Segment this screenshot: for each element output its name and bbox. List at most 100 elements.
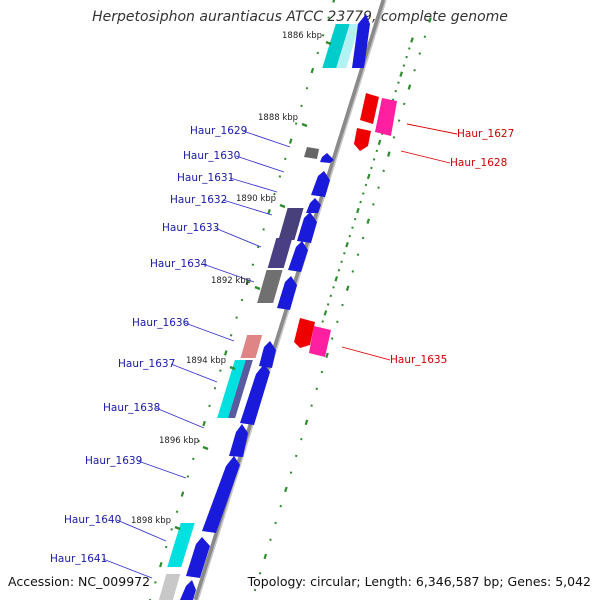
tick-mark <box>356 253 360 256</box>
callout-line <box>235 155 285 173</box>
gene-arrow-1629[interactable] <box>304 147 319 159</box>
kbp-label: 1894 kbp <box>186 356 226 366</box>
tick-mark <box>263 553 268 560</box>
kbp-label: 1888 kbp <box>258 113 298 123</box>
gene-block-1634[interactable] <box>267 238 293 268</box>
gene-block-1640[interactable] <box>167 523 195 567</box>
gene-arrow-1639[interactable] <box>229 424 248 457</box>
gene-arrow-1638[interactable] <box>240 364 270 425</box>
tick-mark <box>310 404 313 407</box>
kbp-tick <box>202 445 209 451</box>
gene-label-right[interactable]: Haur_1635 <box>390 354 447 366</box>
gene-label-left[interactable]: Haur_1633 <box>162 222 219 234</box>
tick-mark <box>240 298 244 302</box>
tick-mark <box>208 404 211 408</box>
callout-line <box>184 322 235 342</box>
gene-label-left[interactable]: Haur_1639 <box>85 455 142 467</box>
callout-line <box>202 263 255 283</box>
tick-mark <box>159 561 163 568</box>
tick-mark <box>202 420 206 427</box>
tick-mark <box>320 370 324 374</box>
tick-mark <box>245 279 250 286</box>
gene-features[interactable] <box>157 14 370 600</box>
tick-mark <box>197 439 200 443</box>
tick-mark <box>345 241 349 248</box>
gene-label-left[interactable]: Haur_1640 <box>64 514 121 526</box>
gene-block-grey[interactable] <box>257 270 283 303</box>
gene-label-right[interactable]: Haur_1627 <box>457 128 514 140</box>
kbp-tick <box>174 525 181 531</box>
tick-mark <box>273 192 276 196</box>
gene-features-right[interactable] <box>294 93 397 357</box>
tick-mark <box>288 138 293 144</box>
gene-label-left[interactable]: Haur_1632 <box>170 194 227 206</box>
tick-mark <box>326 303 330 306</box>
tick-mark <box>229 334 233 337</box>
gene-arrow-1637[interactable] <box>259 341 276 368</box>
tick-mark <box>310 67 315 74</box>
gene-arrow-1636a[interactable] <box>277 276 297 310</box>
gene-arrow-1628[interactable] <box>354 128 371 151</box>
callout-line <box>102 558 153 579</box>
tick-mark <box>279 504 282 508</box>
tick-mark <box>267 209 271 215</box>
callout-line <box>155 407 205 429</box>
tick-mark <box>164 545 168 549</box>
tick-mark <box>334 276 339 282</box>
kbp-label: 1890 kbp <box>236 194 276 204</box>
gene-block-1636[interactable] <box>240 335 263 358</box>
gene-label-left[interactable]: Haur_1630 <box>183 150 240 162</box>
tick-mark <box>351 226 354 229</box>
gene-arrow-1634[interactable] <box>288 241 308 272</box>
gene-labels-right[interactable]: Haur_1627 Haur_1628 Haur_1635 <box>390 128 514 366</box>
tick-mark <box>175 510 179 514</box>
tick-mark <box>370 166 373 170</box>
gene-labels-left[interactable]: Haur_1629 Haur_1630 Haur_1631 Haur_1632 Haur… <box>50 125 247 565</box>
tick-track-right <box>253 17 432 592</box>
tick-mark <box>219 369 222 372</box>
gene-arrow-1635b[interactable] <box>309 326 331 357</box>
gene-label-left[interactable]: Haur_1629 <box>190 125 247 137</box>
gene-arrow-1633[interactable] <box>297 212 317 243</box>
gene-label-right[interactable]: Haur_1628 <box>450 157 507 169</box>
tick-mark <box>382 169 385 173</box>
gene-label-left[interactable]: Haur_1637 <box>118 358 175 370</box>
topology-label: Topology: circular; Length: 6,346,587 bp… <box>247 574 591 589</box>
gene-arrow-1635[interactable] <box>294 318 315 348</box>
tick-mark <box>284 486 288 493</box>
kbp-tick <box>254 285 261 291</box>
gene-block-cyan-light[interactable] <box>336 24 360 68</box>
tick-mark <box>258 571 262 575</box>
gene-label-left[interactable]: Haur_1636 <box>132 317 190 329</box>
tick-mark <box>337 269 341 272</box>
gene-block-1637b[interactable] <box>228 360 253 418</box>
genome-title: Herpetosiphon aurantiacus ATCC 23779, co… <box>92 9 508 25</box>
gene-arrow-1640[interactable] <box>202 456 240 533</box>
gene-block-1637[interactable] <box>217 360 247 418</box>
gene-arrow-1632[interactable] <box>306 198 321 213</box>
tick-mark <box>413 69 416 72</box>
tick-mark <box>332 286 335 289</box>
gene-label-left[interactable]: Haur_1641 <box>50 553 107 565</box>
gene-arrow-1630[interactable] <box>320 153 334 163</box>
gene-label-left[interactable]: Haur_1631 <box>177 172 234 184</box>
gene-arrow-blue[interactable] <box>352 14 370 68</box>
gene-arrow-1631[interactable] <box>311 171 330 197</box>
gene-arrow-1627[interactable] <box>360 93 379 124</box>
gene-arrow-1627b[interactable] <box>375 98 397 136</box>
gene-label-left[interactable]: Haur_1634 <box>150 258 208 270</box>
tick-mark <box>366 173 371 180</box>
kbp-label: 1886 kbp <box>282 31 322 41</box>
tick-mark <box>332 0 336 3</box>
tick-mark <box>428 17 432 23</box>
tick-mark <box>262 228 265 231</box>
gene-label-left[interactable]: Haur_1638 <box>103 402 160 414</box>
tick-mark <box>186 475 190 478</box>
gene-block-1633[interactable] <box>278 208 304 240</box>
gene-arrow-1641b[interactable] <box>180 580 196 600</box>
kbp-label: 1892 kbp <box>211 276 251 286</box>
gene-arrow-1640b[interactable] <box>186 537 210 578</box>
gene-block-1641[interactable] <box>157 574 181 600</box>
gene-block-cyan[interactable] <box>322 24 350 68</box>
